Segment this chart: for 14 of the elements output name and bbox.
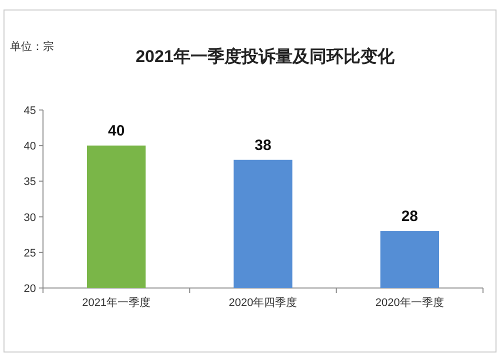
data-label: 40 xyxy=(108,122,125,140)
chart-title: 2021年一季度投诉量及同环比变化 xyxy=(136,47,396,66)
text: 单位：宗 xyxy=(10,40,54,53)
y-tick-label: 35 xyxy=(24,176,36,188)
y-tick-label: 40 xyxy=(24,140,36,153)
y-tick-label: 25 xyxy=(24,247,36,260)
y-tick-label: 45 xyxy=(24,105,36,117)
x-tick-label: 2020年四季度 xyxy=(228,296,298,309)
x-tick-label: 2021年一季度 xyxy=(82,296,151,309)
y-tick-label: 30 xyxy=(24,212,36,224)
y-tick-label: 20 xyxy=(24,283,36,295)
x-tick-label: 2020年一季度 xyxy=(375,296,444,309)
data-label: 28 xyxy=(401,208,418,226)
data-label: 38 xyxy=(254,136,272,154)
